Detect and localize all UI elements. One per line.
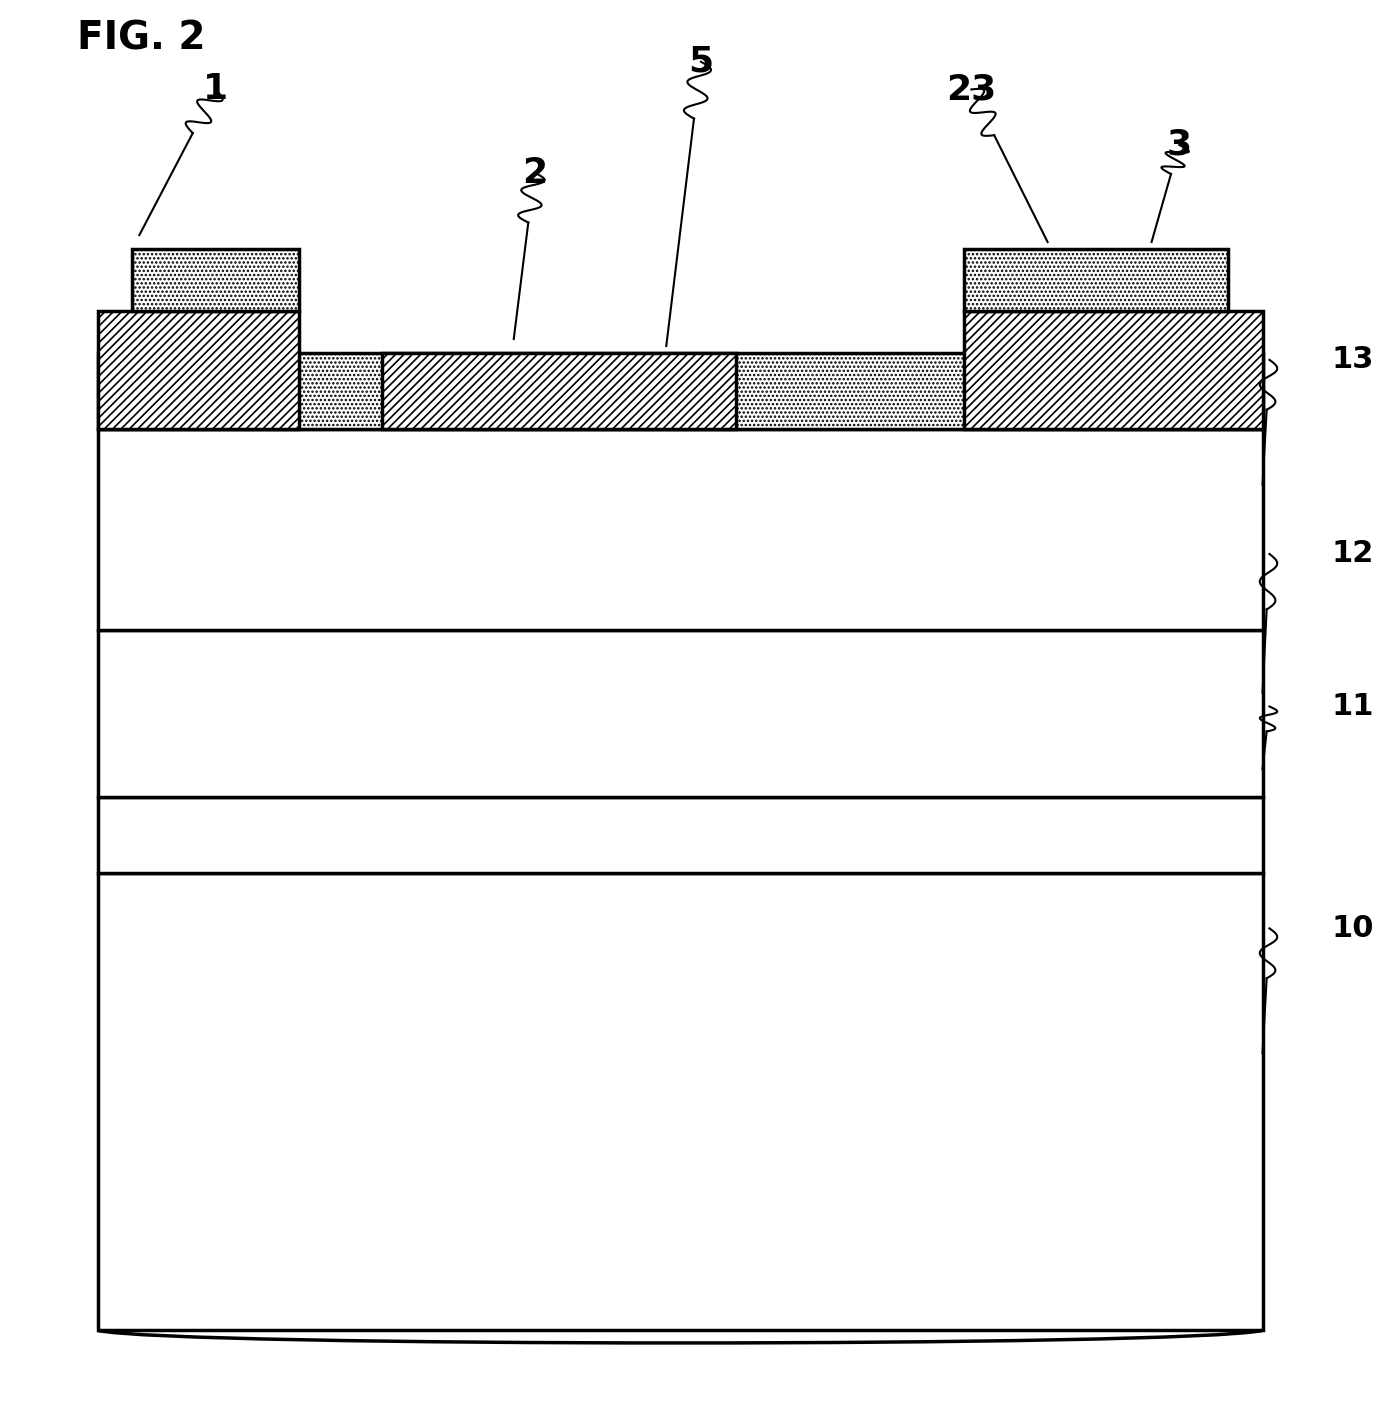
Text: 13: 13 <box>1332 345 1374 374</box>
Text: 5: 5 <box>688 45 713 79</box>
Text: 12: 12 <box>1332 540 1374 568</box>
Text: 10: 10 <box>1332 914 1374 942</box>
Text: 1: 1 <box>203 72 228 106</box>
Bar <box>97 630 1263 797</box>
Text: 3: 3 <box>1167 129 1192 162</box>
Bar <box>97 353 1263 430</box>
Text: 2: 2 <box>522 155 547 189</box>
Text: 23: 23 <box>947 72 997 106</box>
Bar <box>965 311 1263 430</box>
Bar <box>132 249 298 311</box>
Bar <box>97 430 1263 630</box>
Bar <box>97 311 298 430</box>
Bar <box>965 249 1228 311</box>
Bar <box>97 797 1263 873</box>
Bar <box>97 873 1263 1331</box>
Text: 11: 11 <box>1332 692 1374 721</box>
Text: FIG. 2: FIG. 2 <box>76 20 205 57</box>
Bar <box>382 353 736 430</box>
